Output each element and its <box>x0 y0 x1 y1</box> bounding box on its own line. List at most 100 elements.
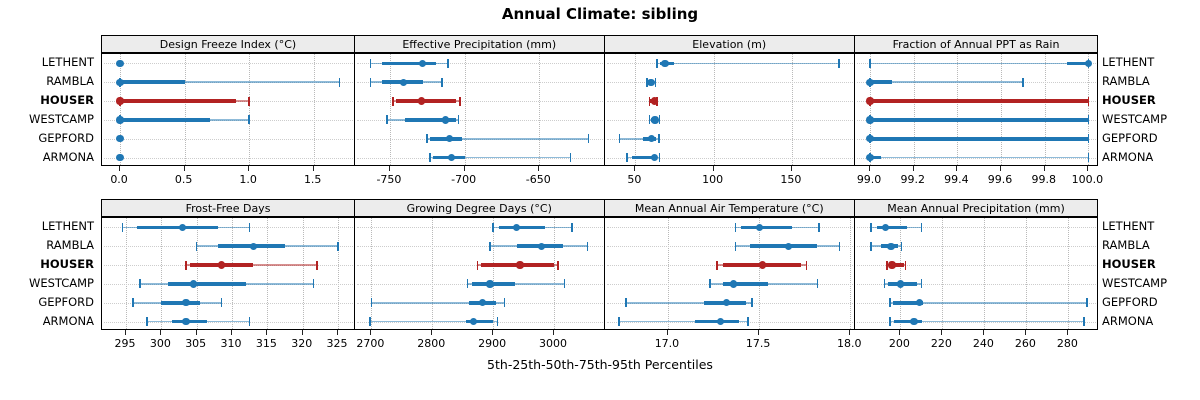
whisker-cap <box>370 298 373 308</box>
whisker-line-5-95 <box>618 320 749 323</box>
panel-strip: Mean Annual Precipitation (mm) <box>854 199 1098 217</box>
whisker-cap <box>338 77 341 87</box>
axis-tick-label: 260 <box>1014 337 1036 350</box>
median-dot <box>866 153 874 162</box>
axis-tick <box>712 166 714 171</box>
median-dot <box>784 242 792 250</box>
gridline-vertical <box>713 54 715 165</box>
x-axis-caption: 5th-25th-50th-75th-95th Percentiles <box>487 357 713 372</box>
whisker-cap <box>734 222 737 232</box>
whisker-cap <box>889 317 891 327</box>
axis-tick <box>983 330 985 335</box>
axis-tick-label: 2900 <box>478 337 507 350</box>
gridline-vertical <box>126 218 128 329</box>
whisker-cap <box>146 317 149 327</box>
axis-tick-label: 50 <box>627 173 642 186</box>
whisker-cap <box>392 96 394 106</box>
axis-tick <box>388 166 390 171</box>
median-dot <box>249 242 257 250</box>
axis-tick <box>231 330 233 335</box>
median-dot <box>446 135 454 143</box>
site-label-right: ARMONA <box>1102 149 1154 164</box>
whisker-cap <box>646 77 648 87</box>
median-dot <box>516 261 524 269</box>
axis-tick-label: 0.5 <box>174 173 193 186</box>
axis-tick-label: 3000 <box>538 337 567 350</box>
gridline-horizontal <box>857 227 1096 229</box>
whisker-cap <box>557 260 560 270</box>
median-dot <box>755 223 763 231</box>
whisker-cap <box>618 134 621 144</box>
whisker-cap <box>747 317 749 327</box>
whisker-cap <box>429 153 432 163</box>
panel-plot <box>603 53 855 166</box>
gridline-vertical <box>267 218 269 329</box>
median-dot <box>116 153 124 162</box>
median-dot <box>486 280 494 288</box>
whisker-line-25-75 <box>382 61 437 66</box>
axis-tick <box>941 330 943 335</box>
median-dot <box>888 261 896 269</box>
site-label-left: HOUSER <box>40 93 94 108</box>
panel-plot <box>603 217 855 330</box>
whisker-cap <box>466 279 469 289</box>
median-dot <box>116 135 124 143</box>
whisker-cap <box>734 241 737 251</box>
axis-tick-label: 220 <box>930 337 952 350</box>
gridline-vertical <box>1088 54 1090 165</box>
axis-tick <box>463 166 465 171</box>
whisker-cap <box>838 241 841 251</box>
whisker-line-25-75 <box>870 155 881 160</box>
panel-strip-label: Mean Annual Precipitation (mm) <box>887 202 1065 215</box>
whisker-cap <box>316 260 318 270</box>
whisker-line-25-75 <box>722 282 769 286</box>
axis-tick <box>790 166 792 171</box>
panel-strip-label: Mean Annual Air Temperature (°C) <box>634 202 824 215</box>
gridline-horizontal <box>606 246 853 248</box>
whisker-line-25-75 <box>120 99 237 103</box>
median-dot <box>178 223 187 231</box>
gridline-vertical <box>553 218 555 329</box>
whisker-cap <box>1083 317 1085 327</box>
whisker-cap <box>248 96 250 106</box>
panel-strip-label: Growing Degree Days (°C) <box>406 202 552 215</box>
whisker-line-25-75 <box>893 300 924 305</box>
whisker-cap <box>904 260 907 270</box>
median-dot <box>866 78 874 86</box>
whisker-line-25-75 <box>870 99 1089 103</box>
gridline-horizontal <box>357 246 603 248</box>
whisker-cap <box>617 317 620 327</box>
whisker-cap <box>139 279 141 289</box>
panel-strip: Frost-Free Days <box>101 199 355 217</box>
gridline-vertical <box>635 54 637 165</box>
whisker-line-5-95 <box>467 283 565 285</box>
whisker-cap <box>496 317 499 327</box>
gridline-vertical <box>900 218 902 329</box>
whisker-cap <box>838 58 840 68</box>
axis-tick <box>899 330 901 335</box>
median-dot <box>417 97 425 105</box>
panel-plot <box>854 217 1098 330</box>
axis-tick-label: 0.0 <box>110 173 128 186</box>
axis-tick <box>552 330 554 335</box>
median-dot <box>399 78 407 86</box>
whisker-cap <box>869 58 871 68</box>
whisker-cap <box>248 222 251 232</box>
whisker-cap <box>658 134 660 144</box>
gridline-vertical <box>539 54 541 165</box>
median-dot <box>182 299 190 307</box>
whisker-cap <box>369 58 372 68</box>
whisker-cap <box>1087 134 1090 144</box>
median-dot <box>661 59 669 67</box>
site-label-left: LETHENT <box>41 219 94 234</box>
site-label-right: WESTCAMP <box>1102 111 1168 126</box>
axis-tick <box>956 166 958 171</box>
axis-tick-label: -650 <box>525 173 551 186</box>
gridline-vertical <box>120 54 122 165</box>
whisker-line-25-75 <box>632 155 658 160</box>
site-label-right: GEPFORD <box>1102 130 1158 145</box>
site-label-left: HOUSER <box>40 257 94 272</box>
median-dot <box>447 153 455 162</box>
gridline-vertical <box>942 218 944 329</box>
